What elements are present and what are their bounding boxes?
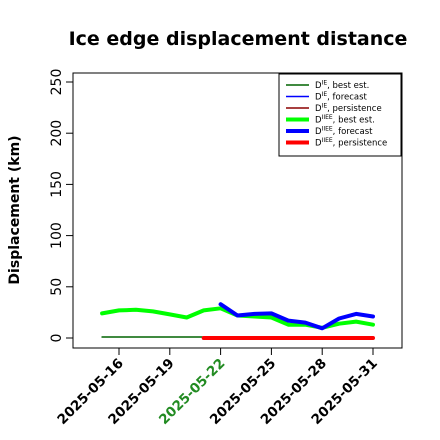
legend-label-text: , persistence: [327, 104, 382, 114]
legend-label-text: , best est.: [327, 81, 369, 91]
legend-label-base: D: [315, 93, 322, 103]
legend-label-base: D: [315, 104, 322, 114]
legend-label-text: , forecast: [333, 127, 373, 137]
legend-label-sup: IIEE: [322, 126, 333, 133]
legend-label: DIE, best est.: [315, 80, 369, 92]
y-tick-label: 250: [49, 69, 65, 96]
legend-label-base: D: [315, 81, 322, 91]
y-tick-label: 50: [49, 278, 65, 296]
legend-label-sup: IIEE: [322, 137, 333, 144]
series-line-4: [218, 302, 375, 331]
chart-title: Ice edge displacement distance: [69, 28, 408, 50]
legend-label: DIIEE, best est.: [315, 114, 375, 126]
series-line-3: [100, 306, 375, 330]
legend-label: DIIEE, persistence: [315, 137, 387, 149]
legend-label-text: , best est.: [333, 116, 375, 126]
series-layer: [100, 302, 375, 340]
y-tick-label: 0: [49, 334, 65, 343]
legend-label-base: D: [315, 116, 322, 126]
legend-label-text: , forecast: [327, 93, 367, 103]
y-axis: 0 50 100 150 200 250: [49, 69, 74, 343]
legend-label: DIE, persistence: [315, 103, 382, 115]
legend-label-sup: IE: [322, 80, 328, 87]
y-axis-label: Displacement (km): [7, 135, 23, 284]
legend-label-sup: IE: [322, 91, 328, 98]
legend-label: DIE, forecast: [315, 91, 368, 103]
y-tick-label: 100: [49, 222, 65, 249]
legend-label-base: D: [315, 127, 322, 137]
legend-label-sup: IE: [322, 103, 328, 110]
legend-label-base: D: [315, 139, 322, 149]
x-axis: 2025-05-162025-05-192025-05-222025-05-25…: [54, 347, 381, 428]
y-tick-label: 150: [49, 171, 65, 198]
legend-label: DIIEE, forecast: [315, 126, 373, 138]
legend-label-sup: IIEE: [322, 114, 333, 121]
legend-label-text: , persistence: [333, 139, 388, 149]
y-tick-label: 200: [49, 120, 65, 147]
